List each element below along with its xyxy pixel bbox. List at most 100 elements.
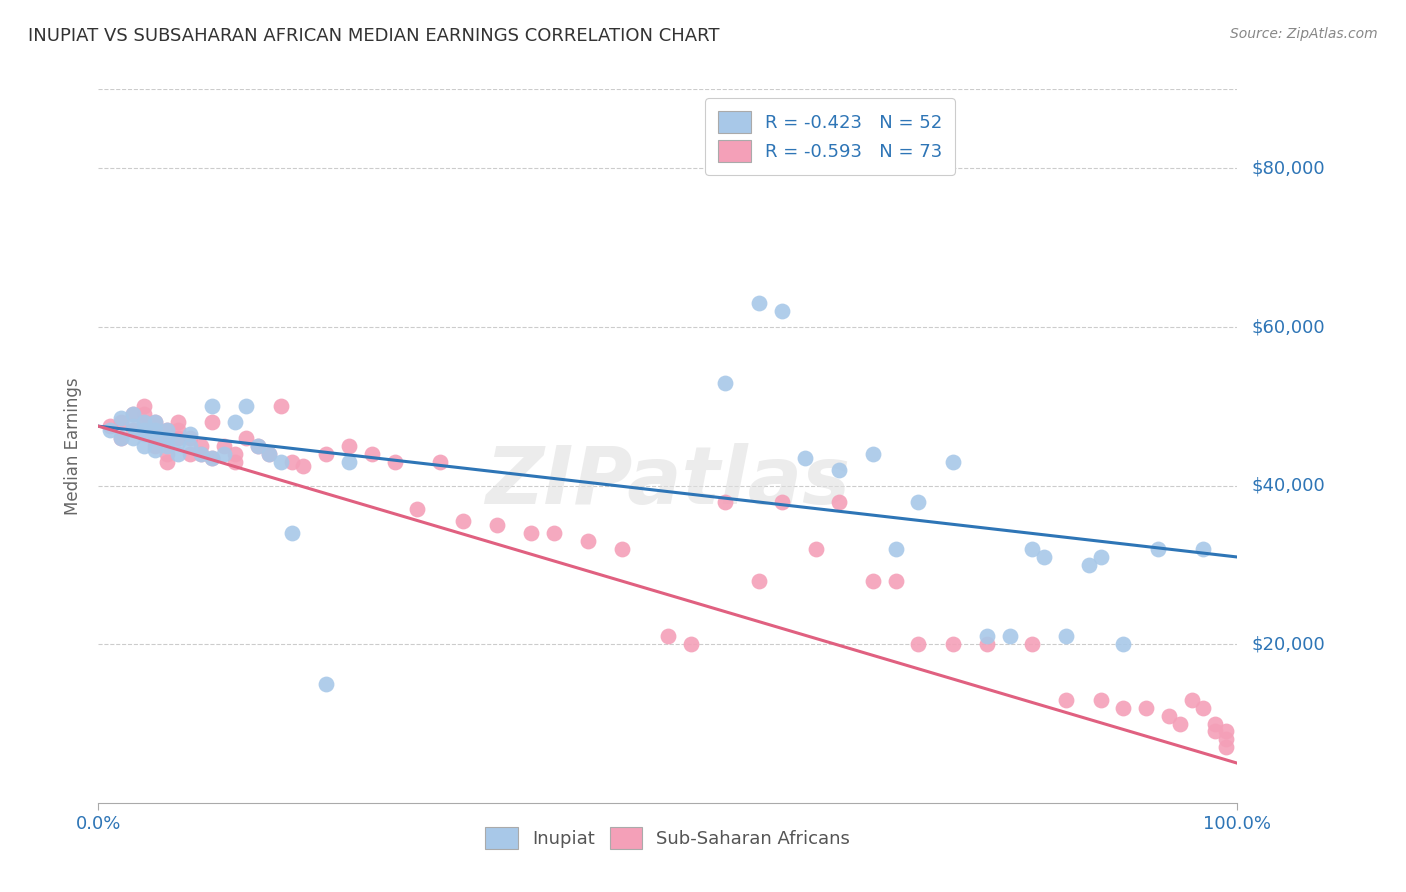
Point <box>201 400 224 414</box>
Point <box>110 415 132 429</box>
Point <box>384 455 406 469</box>
Point <box>224 455 246 469</box>
Point <box>212 447 235 461</box>
Point <box>132 427 155 442</box>
Point <box>132 407 155 421</box>
Point <box>748 574 770 588</box>
Point <box>132 415 155 429</box>
Point <box>1090 549 1112 564</box>
Point <box>828 463 851 477</box>
Point <box>281 455 304 469</box>
Point <box>156 447 179 461</box>
Point <box>270 455 292 469</box>
Point <box>657 629 679 643</box>
Point <box>145 415 167 429</box>
Point <box>156 455 179 469</box>
Point <box>406 502 429 516</box>
Point <box>132 423 155 437</box>
Point <box>224 415 246 429</box>
Point <box>1146 542 1168 557</box>
Text: INUPIAT VS SUBSAHARAN AFRICAN MEDIAN EARNINGS CORRELATION CHART: INUPIAT VS SUBSAHARAN AFRICAN MEDIAN EAR… <box>28 27 720 45</box>
Point <box>145 442 167 457</box>
Point <box>907 637 929 651</box>
Point <box>156 423 179 437</box>
Point <box>1204 716 1226 731</box>
Point <box>201 450 224 465</box>
Point <box>156 439 179 453</box>
Point <box>156 431 179 445</box>
Point <box>246 439 269 453</box>
Point <box>292 458 315 473</box>
Point <box>1181 692 1204 706</box>
Point <box>121 423 143 437</box>
Point <box>235 431 257 445</box>
Point <box>1032 549 1054 564</box>
Point <box>167 435 190 450</box>
Point <box>1112 700 1135 714</box>
Point <box>259 447 281 461</box>
Point <box>156 431 179 445</box>
Point <box>337 439 360 453</box>
Point <box>360 447 382 461</box>
Point <box>179 439 201 453</box>
Point <box>1215 724 1237 739</box>
Point <box>132 423 155 437</box>
Point <box>942 455 965 469</box>
Point <box>828 494 851 508</box>
Point <box>976 629 998 643</box>
Text: $20,000: $20,000 <box>1251 635 1324 653</box>
Point <box>132 415 155 429</box>
Point <box>179 447 201 461</box>
Point <box>1215 732 1237 747</box>
Point <box>98 419 121 434</box>
Point <box>201 415 224 429</box>
Point <box>1090 692 1112 706</box>
Text: $80,000: $80,000 <box>1251 160 1324 178</box>
Point <box>1021 542 1043 557</box>
Text: $60,000: $60,000 <box>1251 318 1324 336</box>
Text: $40,000: $40,000 <box>1251 476 1324 495</box>
Point <box>1054 629 1078 643</box>
Point <box>1192 700 1215 714</box>
Point <box>179 431 201 445</box>
Point <box>145 415 167 429</box>
Point <box>224 447 246 461</box>
Point <box>121 407 143 421</box>
Text: Source: ZipAtlas.com: Source: ZipAtlas.com <box>1230 27 1378 41</box>
Point <box>259 447 281 461</box>
Point <box>145 423 167 437</box>
Point <box>110 411 132 425</box>
Point <box>315 447 337 461</box>
Point <box>1192 542 1215 557</box>
Point <box>110 431 132 445</box>
Point <box>212 439 235 453</box>
Y-axis label: Median Earnings: Median Earnings <box>65 377 83 515</box>
Point <box>337 455 360 469</box>
Point <box>235 400 257 414</box>
Point <box>110 431 132 445</box>
Point <box>167 447 190 461</box>
Point <box>793 450 815 465</box>
Point <box>612 542 634 557</box>
Point <box>1078 558 1101 572</box>
Point <box>1170 716 1192 731</box>
Point <box>145 431 167 445</box>
Point <box>804 542 827 557</box>
Point <box>201 450 224 465</box>
Point <box>486 518 509 533</box>
Point <box>1215 740 1237 755</box>
Point <box>862 447 884 461</box>
Point <box>246 439 269 453</box>
Point <box>179 427 201 442</box>
Point <box>145 431 167 445</box>
Point <box>281 526 304 541</box>
Point <box>132 439 155 453</box>
Point <box>315 677 337 691</box>
Point <box>132 400 155 414</box>
Point <box>1204 724 1226 739</box>
Text: ZIPatlas: ZIPatlas <box>485 442 851 521</box>
Point <box>190 447 212 461</box>
Point <box>1054 692 1078 706</box>
Point <box>145 439 167 453</box>
Point <box>679 637 702 651</box>
